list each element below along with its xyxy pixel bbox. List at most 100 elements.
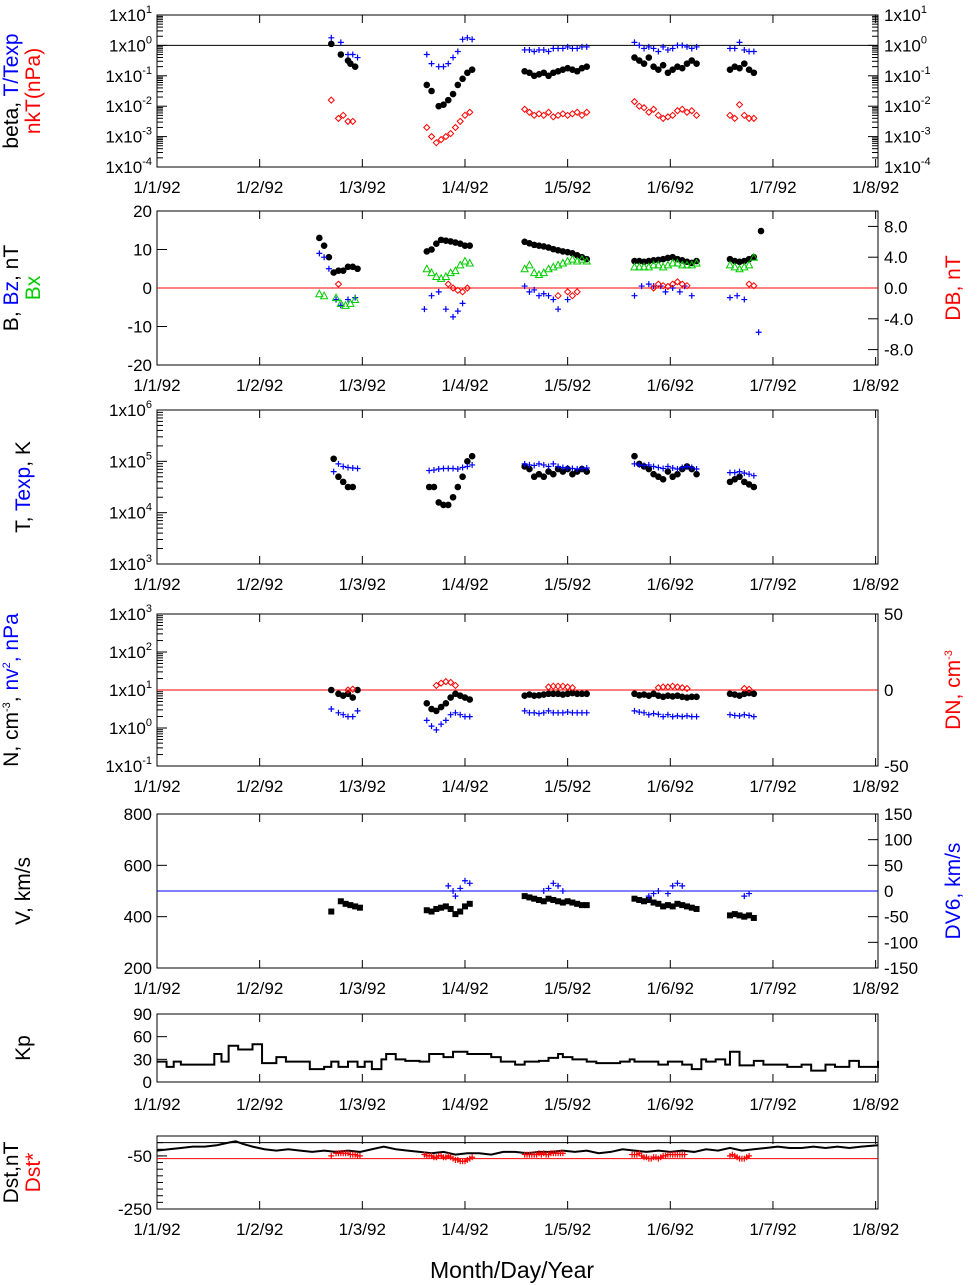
data-point: [750, 253, 758, 261]
data-point: [650, 283, 657, 290]
data-point: [335, 473, 342, 481]
data-point: [430, 483, 438, 491]
panel-p6: 90 60 30 0 1/1/92 1/2/92 1/3/92 1/4/92 1/5/92 1/6…: [12, 1005, 899, 1114]
data-point: [350, 294, 360, 304]
data-point: [674, 880, 681, 887]
data-point: [750, 114, 758, 123]
data-point: [423, 81, 431, 89]
data-point: [466, 880, 473, 887]
data-point: [423, 700, 431, 707]
right-y-tick-label: 1x10-3: [884, 126, 931, 147]
data-point: [684, 712, 691, 719]
data-point: [438, 904, 445, 911]
tick-exponent: 1: [146, 679, 152, 691]
data-point: [649, 105, 658, 113]
data-point: [459, 75, 466, 83]
data-point: [568, 291, 577, 300]
data-point: [444, 501, 452, 509]
data-point: [337, 39, 344, 46]
data-point: [327, 40, 335, 48]
y-tick-label: 10: [133, 241, 152, 260]
data-point: [469, 461, 476, 468]
data-point: [330, 468, 337, 475]
x-tick-label: 1/6/92: [647, 376, 694, 395]
data-point: [545, 690, 552, 698]
data-point: [650, 45, 657, 52]
data-point: [749, 252, 759, 261]
data-point: [746, 912, 753, 919]
data-point: [430, 467, 437, 474]
data-point: [669, 285, 676, 291]
data-point: [668, 280, 677, 288]
data-point: [540, 461, 547, 468]
x-tick-label: 1/6/92: [647, 178, 694, 197]
data-point: [655, 711, 662, 718]
data-point: [520, 105, 529, 113]
tick-base: 1x10: [109, 36, 146, 55]
data-point: [344, 117, 352, 126]
y-axis-label-part: B,: [0, 306, 23, 332]
data-point: [750, 713, 757, 720]
data-point: [437, 135, 445, 144]
data-point: [746, 890, 753, 897]
x-tick-label: 1/7/92: [749, 178, 796, 197]
data-point: [327, 686, 335, 694]
data-point: [328, 908, 335, 915]
data-point: [351, 63, 359, 70]
data-point: [750, 281, 758, 290]
data-point: [428, 723, 435, 730]
y-tick-label: 1x100: [109, 717, 152, 738]
tick-base: 1x10: [105, 757, 142, 776]
tick-exponent: 0: [146, 717, 152, 729]
y-axis-label-part: Dst,nT: [0, 1141, 23, 1203]
data-point: [465, 258, 475, 267]
data-point: [559, 110, 567, 118]
tick-base: 1x10: [884, 158, 921, 177]
data-point: [461, 242, 469, 249]
x-tick-label: 1/4/92: [441, 777, 488, 796]
data-point: [750, 690, 758, 698]
data-point: [545, 707, 552, 714]
data-point: [456, 117, 464, 126]
x-tick-label: 1/6/92: [647, 1095, 694, 1114]
data-point: [693, 470, 700, 478]
data-point: [347, 902, 354, 909]
data-point: [573, 690, 581, 698]
tick-base: 1x10: [884, 97, 921, 116]
x-tick-label: 1/3/92: [339, 1220, 386, 1239]
y-tick-label: 600: [124, 856, 152, 875]
data-point: [650, 256, 657, 264]
data-point: [688, 904, 695, 911]
data-point: [682, 260, 692, 269]
x-tick-label: 1/5/92: [544, 376, 591, 395]
data-point: [650, 899, 657, 906]
data-point: [731, 469, 738, 476]
data-point: [746, 712, 753, 719]
y-tick-label: 1x104: [109, 502, 152, 523]
tick-exponent: -1: [142, 755, 152, 767]
y-axis-label: Bx: [22, 275, 45, 300]
x-tick-label: 1/8/92: [852, 777, 899, 796]
x-tick-label: 1/7/92: [749, 777, 796, 796]
data-point: [352, 903, 359, 910]
data-point: [741, 893, 748, 900]
data-point: [428, 87, 435, 95]
data-point: [583, 902, 590, 909]
data-point: [444, 96, 452, 104]
data-point: [583, 465, 590, 472]
data-point: [433, 726, 440, 733]
data-point: [693, 713, 700, 720]
data-point: [344, 483, 352, 491]
data-point: [688, 464, 695, 471]
data-point: [529, 268, 539, 277]
data-point: [688, 107, 696, 115]
data-point: [655, 888, 662, 894]
data-point: [669, 882, 676, 889]
data-point: [726, 111, 734, 120]
data-point: [451, 123, 460, 132]
y-tick-label: 30: [133, 1050, 152, 1069]
y-axis-label: beta, T/Texp: [0, 33, 23, 148]
data-point: [466, 696, 474, 703]
data-point: [750, 914, 757, 921]
data-point: [578, 111, 586, 120]
